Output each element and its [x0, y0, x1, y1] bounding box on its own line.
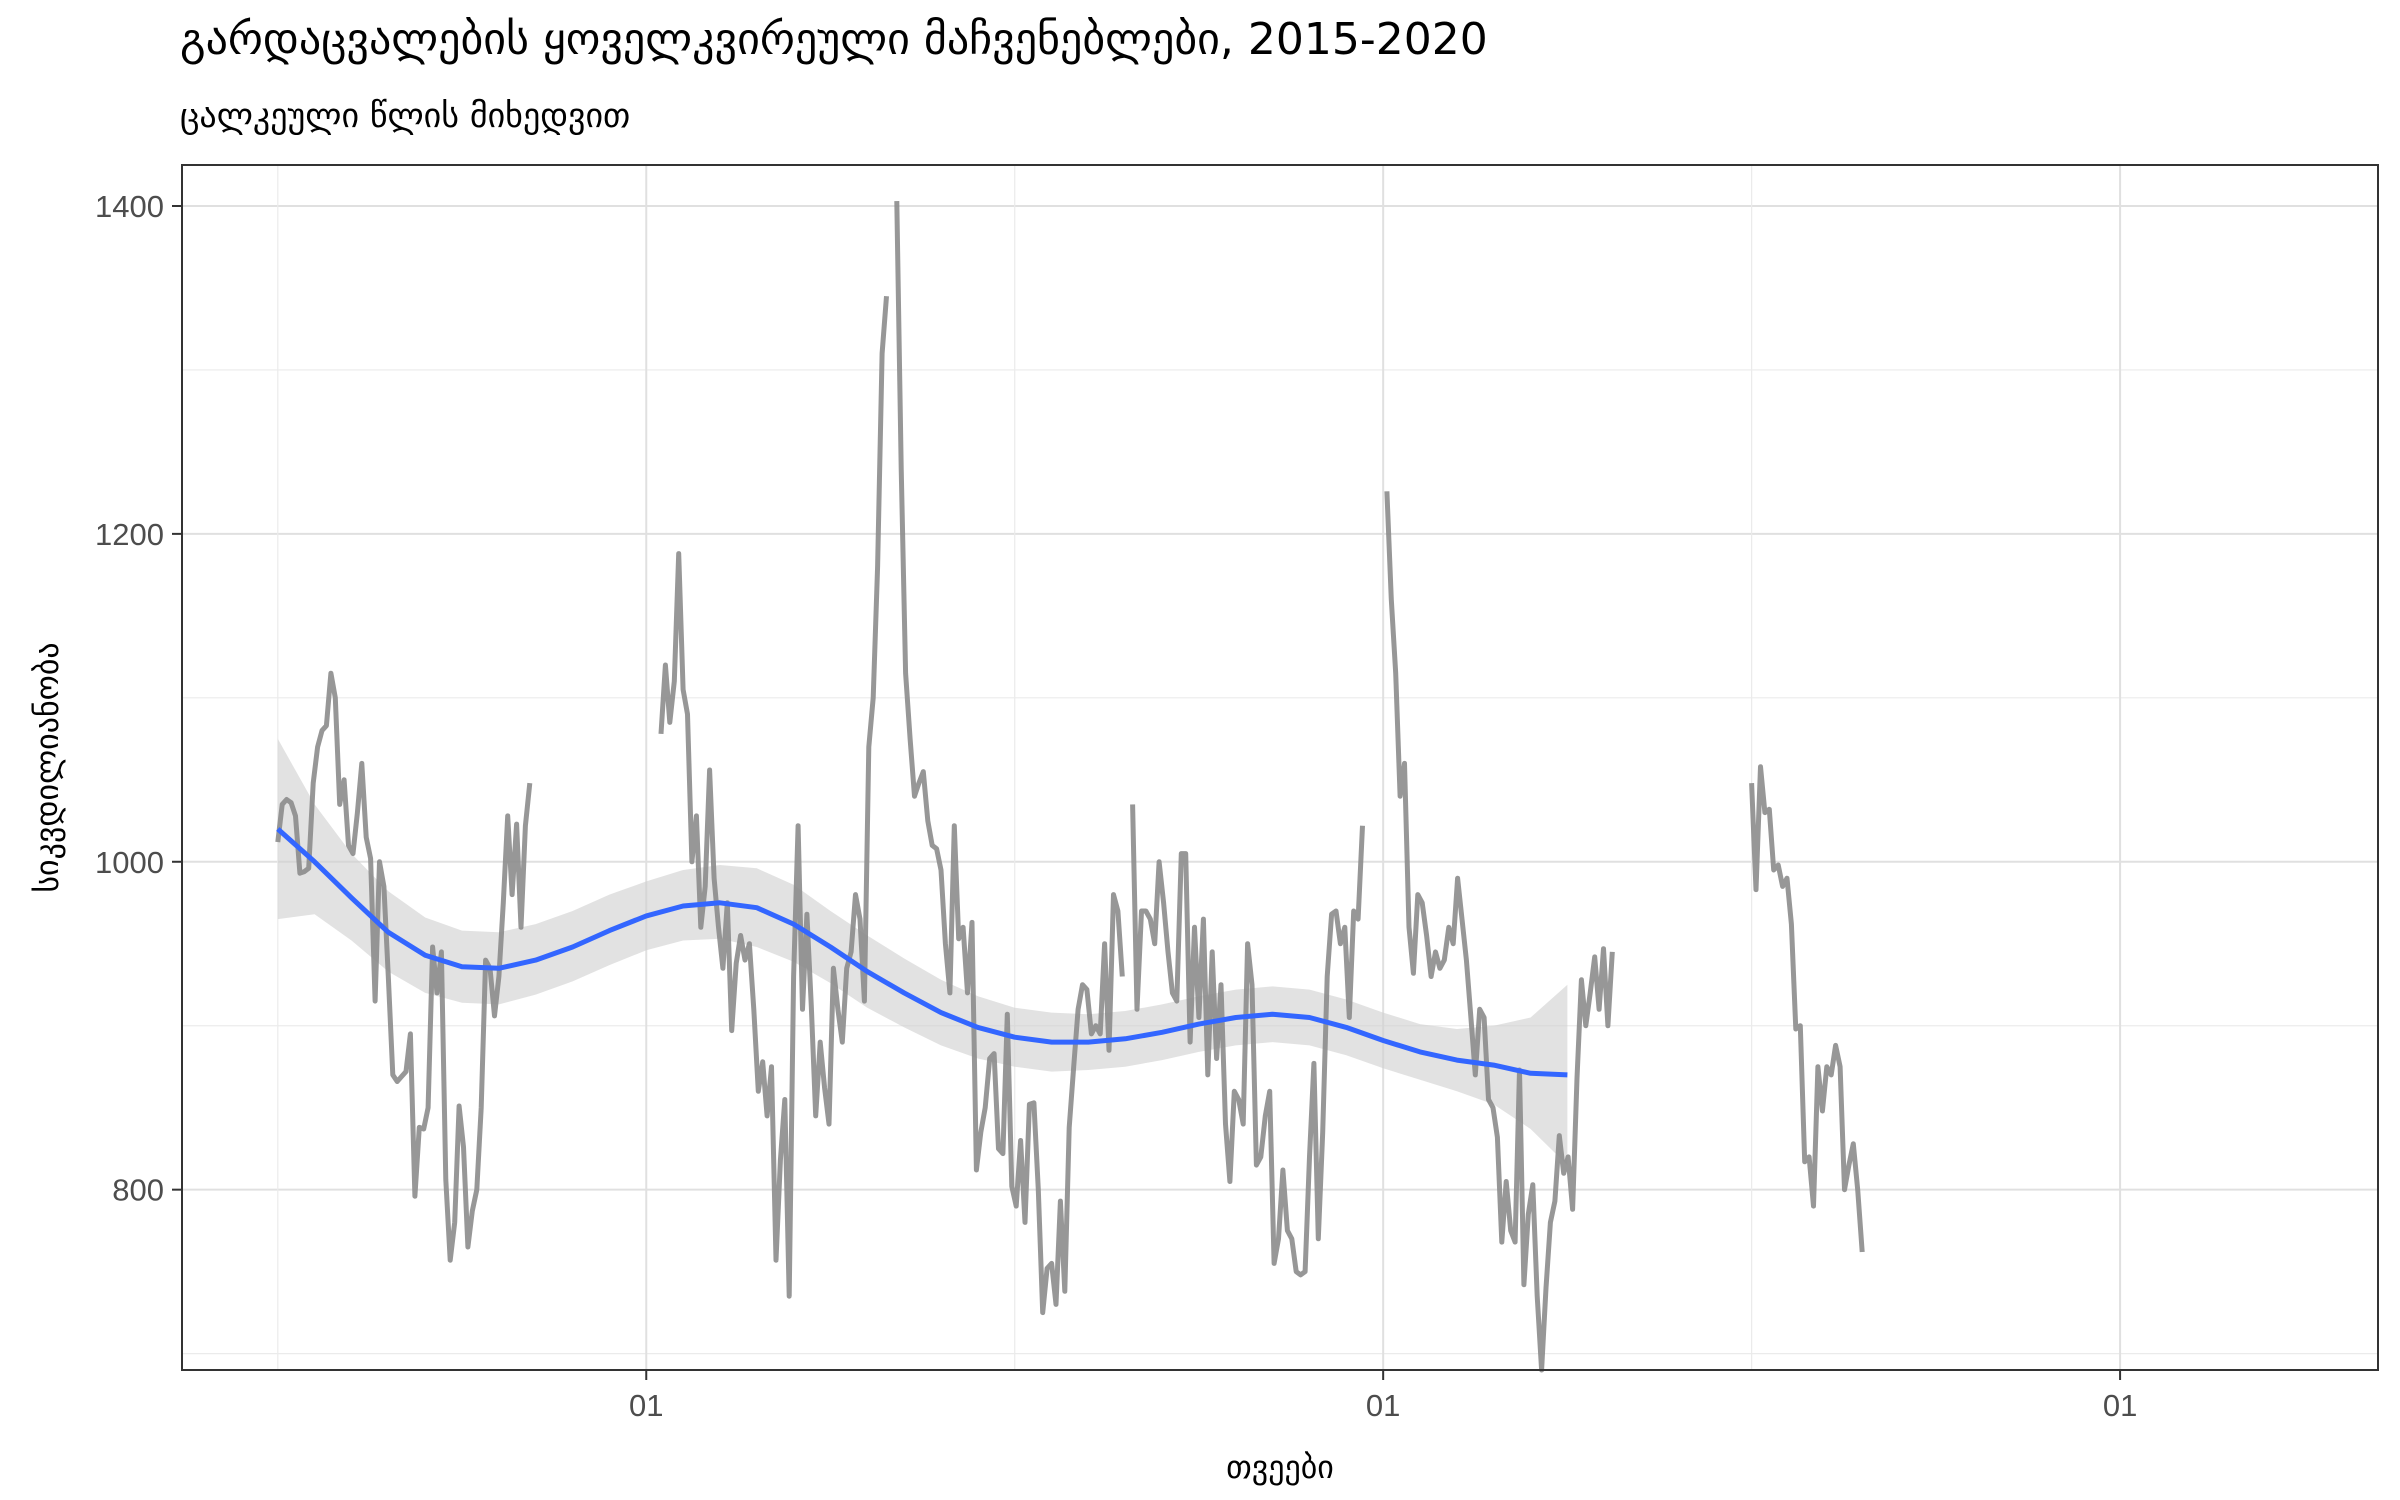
chart-title: გარდაცვალების ყოველკვირეული მაჩვენებლები…: [180, 14, 1488, 65]
plot-panel-border: [181, 164, 2379, 1371]
smooth-trend-line: [276, 827, 1568, 1078]
chart-subtitle: ცალკეული წლის მიხედვით: [180, 96, 631, 136]
y-tick-label: 800: [112, 1173, 164, 1208]
y-axis-label: სიკვდილიანობა: [29, 642, 66, 892]
y-tick-label: 1000: [95, 845, 164, 880]
y-tick-label: 1200: [95, 517, 164, 552]
x-tick-label: 01: [1366, 1388, 1400, 1423]
y-tick-label: 1400: [95, 189, 164, 224]
x-tick-label: 01: [629, 1388, 663, 1423]
series-raw-line: [1384, 491, 1615, 1373]
series-raw-line: [275, 670, 533, 1263]
series-raw-line: [894, 201, 1125, 1316]
x-tick-label: 01: [2103, 1388, 2137, 1423]
series-raw-line: [1130, 804, 1365, 1278]
series-raw-line: [658, 296, 889, 1299]
series-raw-line: [1749, 764, 1865, 1253]
x-axis-label: თვეები: [1226, 1449, 1334, 1486]
confidence-band: [277, 738, 1568, 1166]
